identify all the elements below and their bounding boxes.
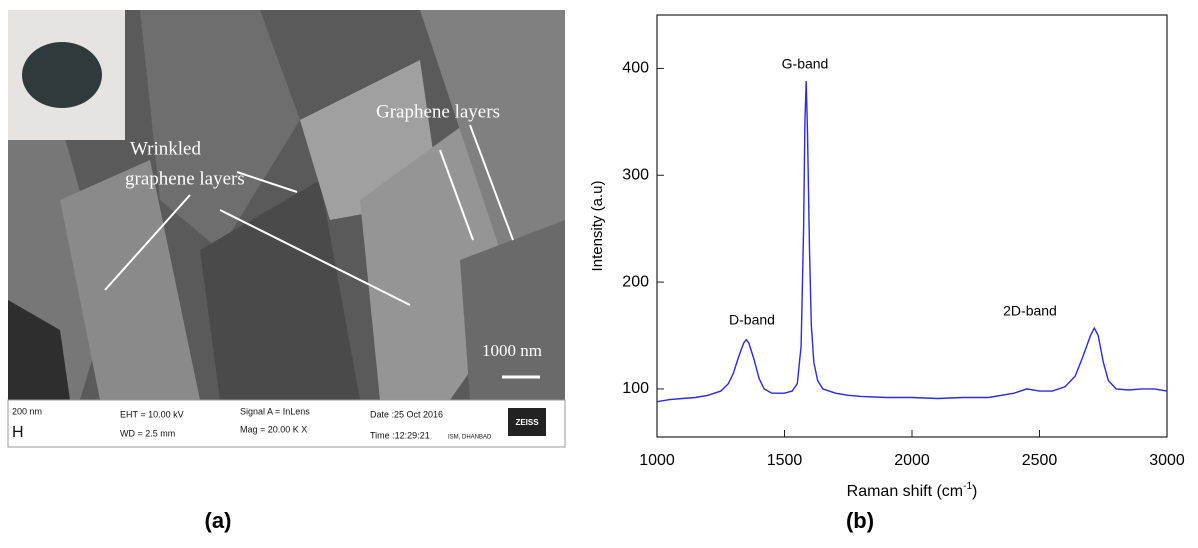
annotation: Wrinkled bbox=[130, 138, 201, 159]
y-tick-label: 100 bbox=[622, 380, 649, 397]
panel-label: (a) bbox=[205, 508, 232, 533]
annotation: 2D-band bbox=[1003, 303, 1057, 319]
annotation: graphene layers bbox=[125, 168, 245, 189]
info: EHT = 10.00 kV bbox=[120, 409, 184, 419]
x-tick-label: 2500 bbox=[1022, 452, 1058, 469]
x-tick-label: 2000 bbox=[894, 452, 930, 469]
annotation: G-band bbox=[782, 56, 829, 72]
info: 200 nm bbox=[12, 406, 42, 416]
info: ISM, DHANBAD bbox=[448, 435, 492, 441]
spectrum-line bbox=[657, 81, 1167, 402]
y-tick-label: 400 bbox=[622, 60, 649, 77]
scale-label: 1000 nm bbox=[482, 341, 542, 360]
annotation: D-band bbox=[729, 312, 775, 328]
figure: Graphene layers Wrinkled graphene layers… bbox=[0, 0, 1198, 543]
x-tick-label: 3000 bbox=[1149, 452, 1185, 469]
x-axis-label: Raman shift (cm-1) bbox=[847, 481, 978, 501]
raman-chart: 2D-band D-band G-band Intensity (a.u) Ra… bbox=[589, 15, 1185, 500]
sem-image: Graphene layers Wrinkled graphene layers… bbox=[8, 10, 565, 400]
info: Mag = 20.00 K X bbox=[240, 424, 307, 434]
info: Date :25 Oct 2016 bbox=[370, 409, 443, 419]
brand: ZEISS bbox=[515, 418, 539, 427]
y-tick-label: 200 bbox=[622, 273, 649, 290]
y-axis-label: Intensity (a.u) bbox=[589, 181, 606, 272]
x-axis-label-part: Raman shift (cm bbox=[847, 483, 963, 500]
x-tick-label: 1000 bbox=[639, 452, 675, 469]
info-bar: 200 nm H EHT = 10.00 kV WD = 2.5 mm Sign… bbox=[8, 400, 565, 447]
panel-label: (b) bbox=[846, 508, 874, 533]
y-tick-label: 300 bbox=[622, 166, 649, 183]
info: Time :12:29:21 bbox=[370, 430, 430, 440]
x-tick-label: 1500 bbox=[767, 452, 803, 469]
info: WD = 2.5 mm bbox=[120, 428, 175, 438]
x-axis-label-part: ) bbox=[972, 483, 977, 500]
info: H bbox=[12, 424, 24, 441]
annotation: Graphene layers bbox=[376, 101, 500, 122]
info: Signal A = InLens bbox=[240, 406, 310, 416]
